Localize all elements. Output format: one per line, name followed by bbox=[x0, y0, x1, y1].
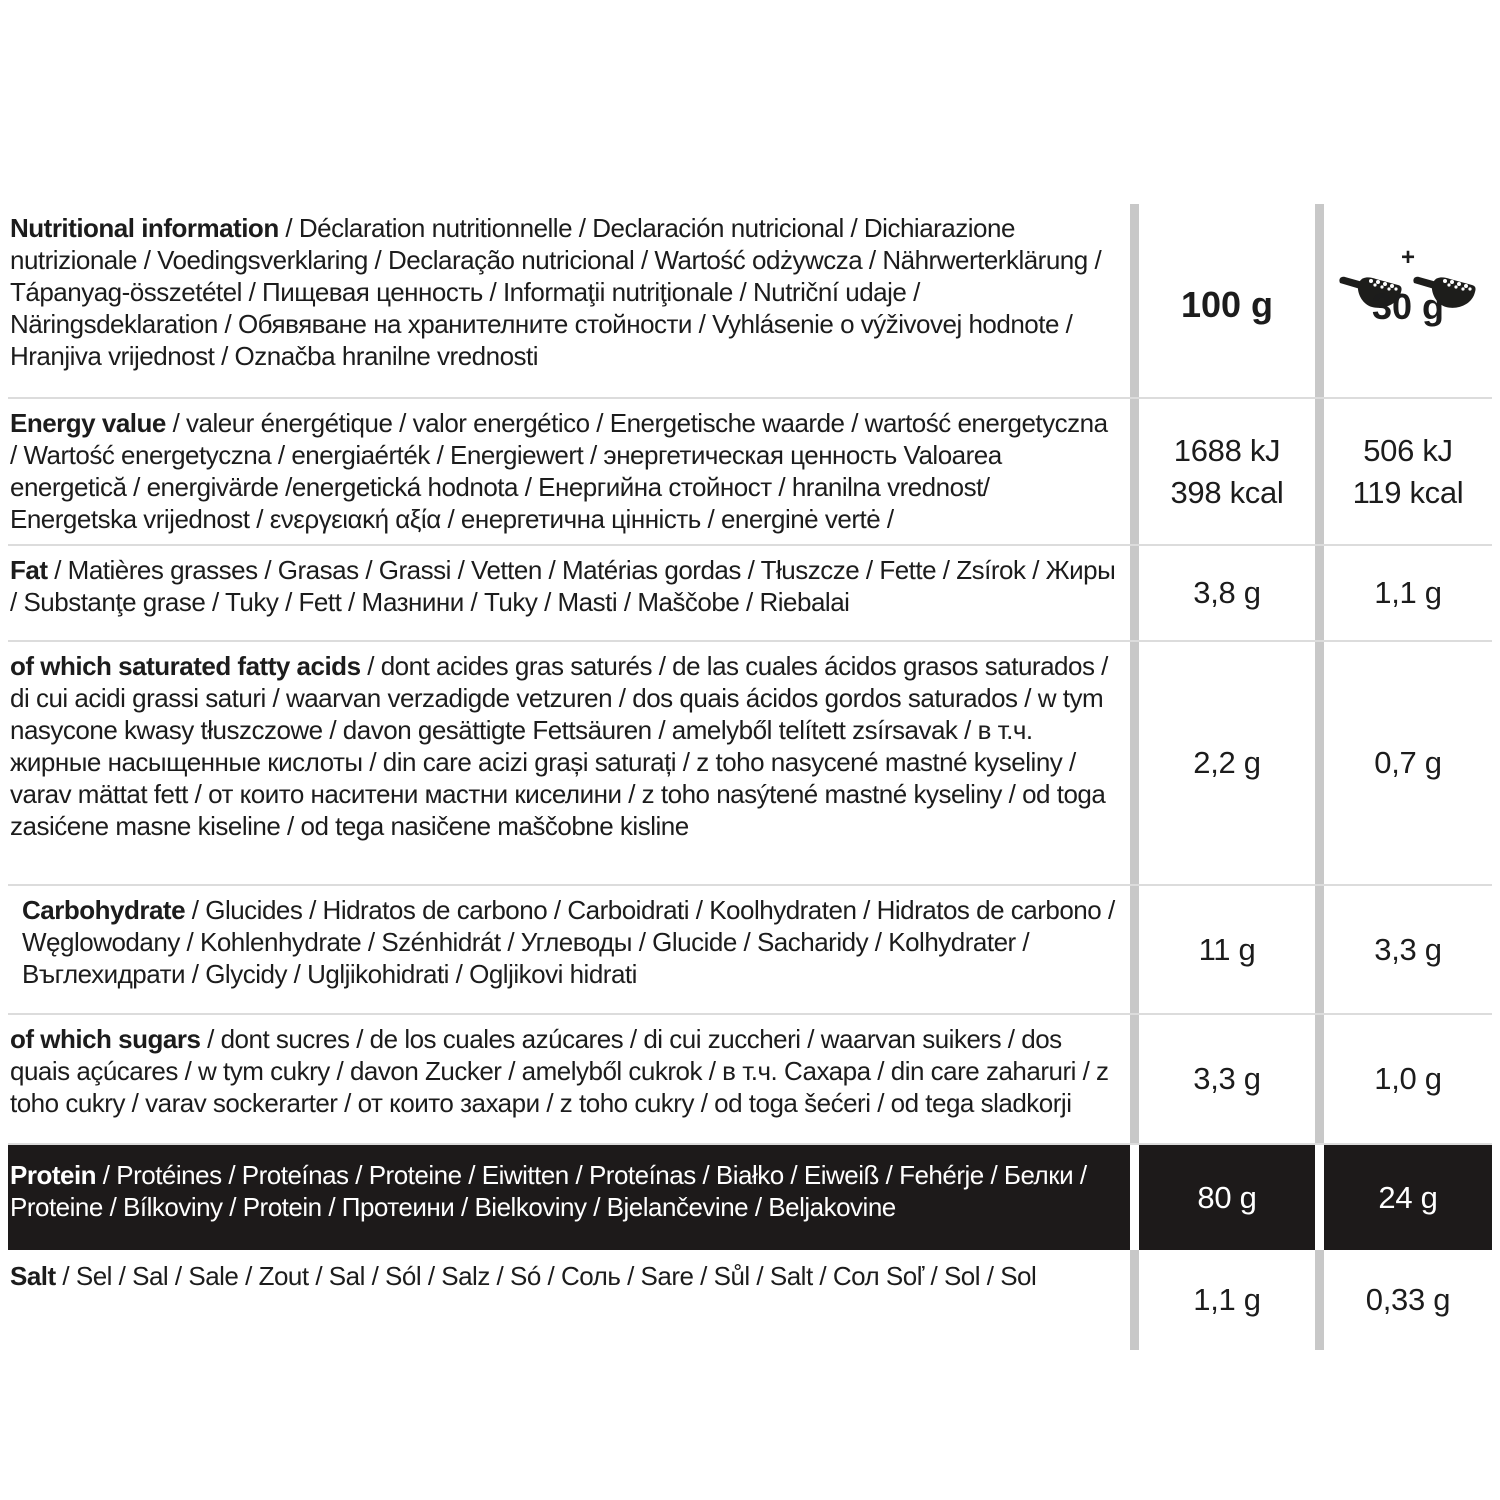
fat-per100-value: 3,8 g bbox=[1193, 575, 1261, 610]
sugars-per100-value: 3,3 g bbox=[1193, 1061, 1261, 1096]
column-divider bbox=[1130, 399, 1139, 544]
sugars-label: of which sugars / dont sucres / de los c… bbox=[8, 1015, 1130, 1143]
column-divider bbox=[1315, 1250, 1324, 1350]
table-row-fat: Fat / Matières grasses / Grasas / Grassi… bbox=[8, 544, 1492, 640]
plus-sign: + bbox=[1400, 244, 1415, 271]
nutrient-name: Carbohydrate bbox=[22, 895, 186, 925]
column-divider bbox=[1315, 399, 1324, 544]
header-translations: / Déclaration nutritionnelle / Declaraci… bbox=[10, 213, 1102, 371]
energy-label: Energy value / valeur énergétique / valo… bbox=[8, 399, 1130, 544]
header-label: Nutritional information / Déclaration nu… bbox=[8, 204, 1130, 397]
saturated-fat-per100-value: 2,2 g bbox=[1193, 745, 1261, 780]
column-header-per100: 100 g bbox=[1139, 204, 1315, 397]
carbohydrate-per30-value: 3,3 g bbox=[1374, 931, 1442, 967]
table-row-sugars: of which sugars / dont sucres / de los c… bbox=[8, 1013, 1492, 1143]
nutrient-translations: / Protéines / Proteínas / Proteine / Eiw… bbox=[10, 1160, 1087, 1222]
table-row-protein: Protein / Protéines / Proteínas / Protei… bbox=[8, 1143, 1492, 1250]
column-divider bbox=[1130, 546, 1139, 640]
column-divider bbox=[1130, 204, 1139, 397]
salt-per30-value: 0,33 g bbox=[1365, 1282, 1451, 1317]
column-divider bbox=[1130, 886, 1139, 1013]
nutrient-name: Salt bbox=[10, 1261, 56, 1291]
column-divider bbox=[1315, 1015, 1324, 1143]
fat-per30-value: 1,1 g bbox=[1374, 575, 1442, 610]
nutrient-name: Fat bbox=[10, 555, 48, 585]
nutrient-name: of which sugars bbox=[10, 1024, 201, 1054]
column-divider bbox=[1315, 204, 1324, 397]
table-row-carbohydrate: Carbohydrate / Glucides / Hidratos de ca… bbox=[8, 884, 1492, 1013]
fat-label: Fat / Matières grasses / Grasas / Grassi… bbox=[8, 546, 1130, 640]
measuring-scoop-icon bbox=[1412, 228, 1478, 356]
carbohydrate-per100-value: 11 g bbox=[1198, 931, 1256, 967]
table-row-header: Nutritional information / Déclaration nu… bbox=[8, 204, 1492, 397]
protein-label: Protein / Protéines / Proteínas / Protei… bbox=[8, 1145, 1130, 1250]
column-header-per30: + 30 bbox=[1324, 204, 1492, 397]
nutrient-translations: / dont sucres / de los cuales azúcares /… bbox=[10, 1024, 1109, 1118]
table-row-energy: Energy value / valeur énergétique / valo… bbox=[8, 397, 1492, 544]
column-divider bbox=[1130, 1250, 1139, 1350]
column-divider bbox=[1315, 642, 1324, 884]
energy-per100-value: 1688 kJ 398 kcal bbox=[1170, 432, 1284, 510]
nutrient-translations: / dont acides gras saturés / de las cual… bbox=[10, 651, 1108, 841]
column-divider bbox=[1130, 1015, 1139, 1143]
nutrition-table: Nutritional information / Déclaration nu… bbox=[8, 204, 1492, 1350]
carbohydrate-label: Carbohydrate / Glucides / Hidratos de ca… bbox=[8, 886, 1130, 1013]
nutrient-translations: / Sel / Sal / Sale / Zout / Sal / Sól / … bbox=[55, 1261, 1037, 1291]
protein-per30-value: 24 g bbox=[1378, 1179, 1438, 1215]
column-divider bbox=[1130, 1145, 1139, 1250]
nutrient-translations: / Glucides / Hidratos de carbono / Carbo… bbox=[22, 895, 1115, 989]
saturated-fat-label: of which saturated fatty acids / dont ac… bbox=[8, 642, 1130, 884]
table-row-saturated-fat: of which saturated fatty acids / dont ac… bbox=[8, 640, 1492, 884]
per100-label: 100 g bbox=[1180, 284, 1274, 325]
header-title: Nutritional information bbox=[10, 213, 279, 243]
column-divider bbox=[1315, 1145, 1324, 1250]
column-divider bbox=[1315, 546, 1324, 640]
nutrient-name: of which saturated fatty acids bbox=[10, 651, 361, 681]
energy-per30-value: 506 kJ 119 kcal bbox=[1352, 432, 1464, 510]
nutrient-name: Energy value bbox=[10, 408, 166, 438]
nutrient-name: Protein bbox=[10, 1160, 97, 1190]
per30-label: 30 g bbox=[1371, 286, 1445, 327]
column-divider bbox=[1130, 642, 1139, 884]
nutrient-translations: / valeur énergétique / valor energético … bbox=[10, 408, 1108, 534]
table-row-salt: Salt / Sel / Sal / Sale / Zout / Sal / S… bbox=[8, 1250, 1492, 1350]
saturated-fat-per30-value: 0,7 g bbox=[1374, 745, 1442, 780]
salt-per100-value: 1,1 g bbox=[1193, 1282, 1261, 1317]
scoop-icons: + bbox=[1338, 228, 1478, 308]
salt-label: Salt / Sel / Sal / Sale / Zout / Sal / S… bbox=[8, 1250, 1130, 1350]
protein-per100-value: 80 g bbox=[1197, 1179, 1257, 1215]
nutrient-translations: / Matières grasses / Grasas / Grassi / V… bbox=[10, 555, 1116, 617]
column-divider bbox=[1315, 886, 1324, 1013]
sugars-per30-value: 1,0 g bbox=[1374, 1061, 1442, 1096]
measuring-scoop-icon bbox=[1338, 228, 1404, 356]
